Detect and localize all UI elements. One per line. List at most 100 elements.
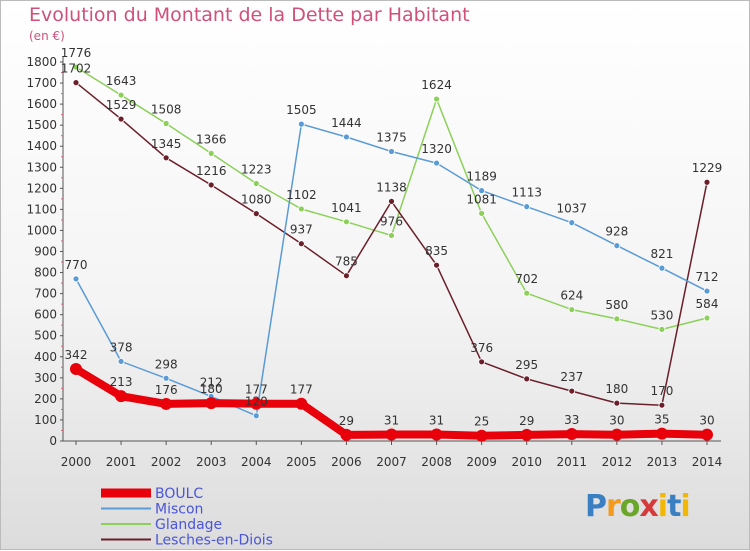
data-point xyxy=(252,180,260,187)
data-label: 29 xyxy=(339,414,354,428)
data-label: 1113 xyxy=(511,186,542,200)
y-tick-label: 1600 xyxy=(26,97,57,111)
y-tick-label: 1700 xyxy=(26,76,57,90)
data-label: 376 xyxy=(470,341,493,355)
x-tick-label: 2008 xyxy=(421,455,452,469)
data-point xyxy=(433,159,440,167)
data-label: 295 xyxy=(515,358,538,372)
data-label: 1375 xyxy=(376,130,407,144)
data-point xyxy=(478,358,486,366)
data-point xyxy=(343,272,350,280)
data-label: 1081 xyxy=(466,192,497,206)
data-label: 1529 xyxy=(106,98,137,112)
data-point xyxy=(250,397,263,410)
data-label: 1216 xyxy=(196,164,227,178)
data-label: 30 xyxy=(699,414,714,428)
y-tick-label: 300 xyxy=(34,371,57,385)
chart-title: Evolution du Montant de la Dette par Hab… xyxy=(29,4,470,26)
data-point xyxy=(658,264,666,272)
data-point xyxy=(433,95,440,103)
data-label: 580 xyxy=(605,298,628,312)
data-label: 1624 xyxy=(421,78,452,92)
data-point xyxy=(703,287,711,295)
data-label: 821 xyxy=(650,247,673,261)
data-label: 1444 xyxy=(331,116,362,130)
data-point xyxy=(205,397,218,410)
y-tick-label: 1000 xyxy=(26,223,57,237)
data-label: 33 xyxy=(564,413,579,427)
data-label: 1138 xyxy=(376,180,407,194)
data-point xyxy=(430,428,443,441)
y-tick-label: 700 xyxy=(34,287,57,301)
x-tick-label: 2000 xyxy=(61,455,92,469)
data-label: 237 xyxy=(560,370,583,384)
data-point xyxy=(613,315,621,323)
data-label: 1366 xyxy=(196,132,227,146)
x-tick-label: 2005 xyxy=(286,455,317,469)
chart-unit-label: (en €) xyxy=(29,29,65,43)
y-tick-label: 600 xyxy=(34,308,57,322)
y-tick-label: 800 xyxy=(34,266,57,280)
data-label: 29 xyxy=(519,414,534,428)
data-label: 770 xyxy=(65,258,88,272)
data-point xyxy=(297,205,305,213)
data-label: 712 xyxy=(696,270,719,284)
data-label: 1223 xyxy=(241,162,272,176)
data-point xyxy=(613,242,621,250)
data-point xyxy=(72,79,80,87)
data-point xyxy=(478,187,486,195)
data-label: 212 xyxy=(200,375,223,389)
data-label: 1643 xyxy=(106,74,137,88)
legend-label: Glandage xyxy=(155,517,222,533)
data-label: 180 xyxy=(200,382,223,396)
data-point xyxy=(160,397,173,410)
data-label: 1508 xyxy=(151,102,182,116)
data-point xyxy=(343,218,350,226)
x-tick-label: 2011 xyxy=(557,455,588,469)
data-point xyxy=(433,261,440,269)
data-point xyxy=(610,428,623,441)
data-label: 928 xyxy=(605,225,628,239)
data-label: 342 xyxy=(65,348,88,362)
data-point xyxy=(613,399,621,407)
data-point xyxy=(568,387,576,395)
data-point xyxy=(207,181,215,189)
data-label: 624 xyxy=(560,289,583,303)
data-point xyxy=(70,362,82,375)
data-point xyxy=(162,154,170,162)
data-label: 1320 xyxy=(421,142,452,156)
data-label: 835 xyxy=(425,244,448,258)
x-tick-label: 2006 xyxy=(331,455,362,469)
data-label: 785 xyxy=(335,255,358,269)
data-point xyxy=(703,314,711,322)
y-tick-label: 1500 xyxy=(26,118,57,132)
data-point xyxy=(252,412,260,420)
data-point xyxy=(478,209,486,217)
data-point xyxy=(385,428,398,441)
data-label: 702 xyxy=(515,272,538,286)
data-label: 177 xyxy=(290,383,313,397)
data-label: 170 xyxy=(650,384,673,398)
data-point xyxy=(297,240,305,248)
y-tick-label: 900 xyxy=(34,245,57,259)
data-point xyxy=(340,428,353,441)
data-point xyxy=(701,428,713,441)
data-point xyxy=(523,289,531,297)
legend-label: Miscon xyxy=(155,502,203,518)
data-label: 584 xyxy=(696,297,719,311)
y-tick-label: 500 xyxy=(34,329,57,343)
data-label: 1505 xyxy=(286,103,317,117)
y-tick-label: 1800 xyxy=(26,55,57,69)
y-tick-label: 100 xyxy=(34,413,57,427)
data-point xyxy=(388,148,395,155)
data-point xyxy=(117,91,125,99)
data-point xyxy=(162,374,170,382)
data-point xyxy=(568,306,576,314)
data-point xyxy=(565,428,578,441)
data-label: 25 xyxy=(474,415,489,429)
data-label: 213 xyxy=(110,375,133,389)
y-tick-label: 1300 xyxy=(26,160,57,174)
data-point xyxy=(388,197,395,205)
data-point xyxy=(343,133,350,141)
